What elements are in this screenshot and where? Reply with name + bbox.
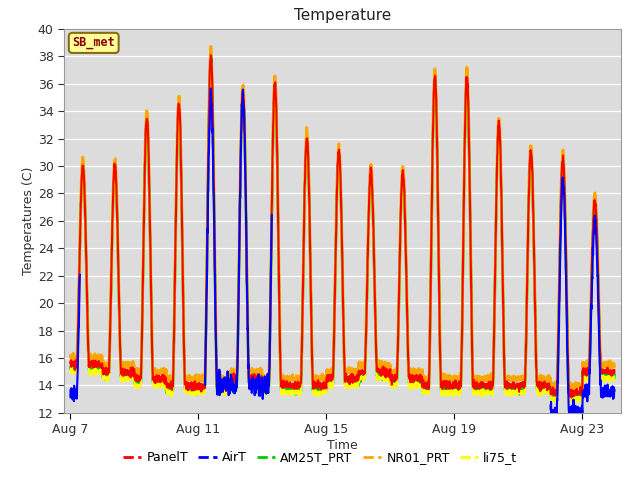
Text: SB_met: SB_met: [72, 36, 115, 49]
Y-axis label: Temperatures (C): Temperatures (C): [22, 167, 35, 275]
Title: Temperature: Temperature: [294, 9, 391, 24]
Legend: PanelT, AirT, AM25T_PRT, NR01_PRT, li75_t: PanelT, AirT, AM25T_PRT, NR01_PRT, li75_…: [118, 446, 522, 469]
X-axis label: Time: Time: [327, 439, 358, 452]
